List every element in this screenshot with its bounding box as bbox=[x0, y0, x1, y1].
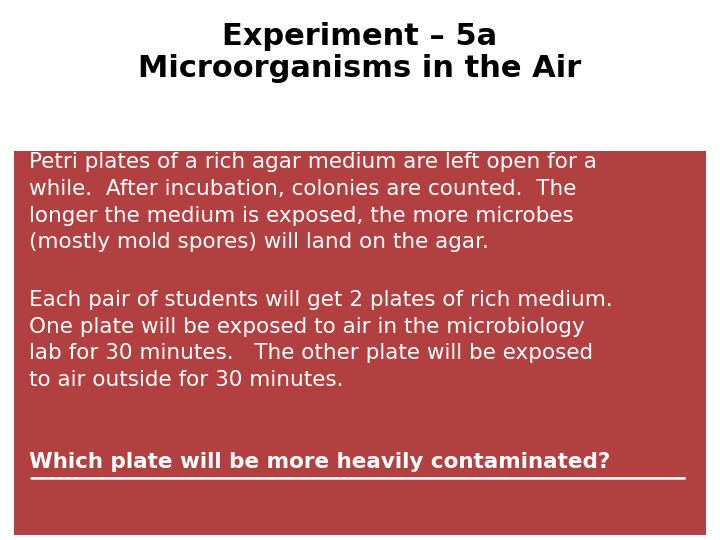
Text: Experiment – 5a: Experiment – 5a bbox=[222, 22, 498, 51]
FancyBboxPatch shape bbox=[14, 151, 706, 535]
Text: Microorganisms in the Air: Microorganisms in the Air bbox=[138, 54, 582, 83]
Text: Which plate will be more heavily contaminated?: Which plate will be more heavily contami… bbox=[29, 452, 610, 472]
Text: Petri plates of a rich agar medium are left open for a
while.  After incubation,: Petri plates of a rich agar medium are l… bbox=[29, 152, 597, 252]
Text: Each pair of students will get 2 plates of rich medium.
One plate will be expose: Each pair of students will get 2 plates … bbox=[29, 290, 613, 390]
